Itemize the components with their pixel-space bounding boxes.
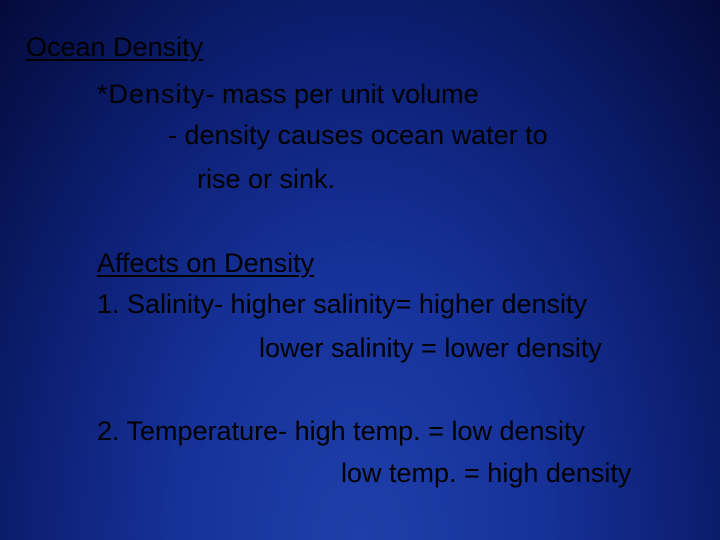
definition-note-1: - density causes ocean water to [168,120,548,150]
salinity-line-1: 1. Salinity- higher salinity= higher den… [97,289,588,319]
affects-heading: Affects on Density [97,248,315,278]
temperature-line-2: low temp. = high density [341,458,632,488]
definition-term: *Density [97,79,206,109]
definition-line: *Density- mass per unit volume [97,78,479,110]
temperature-line-1: 2. Temperature- high temp. = low density [97,416,586,446]
salinity-line-2: lower salinity = lower density [259,333,602,363]
definition-text: - mass per unit volume [205,79,479,109]
definition-note-2: rise or sink. [197,164,336,194]
slide-title: Ocean Density [26,32,204,62]
